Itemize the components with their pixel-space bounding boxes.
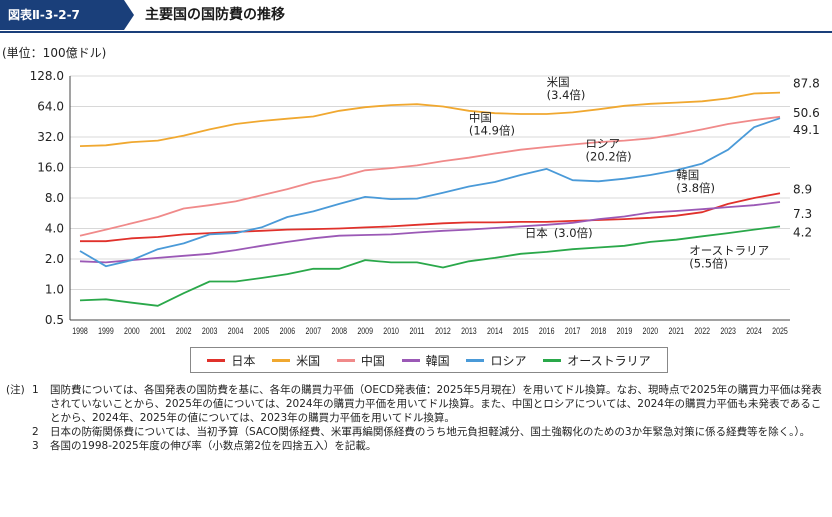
y-tick-label: 8.0: [45, 191, 64, 205]
figure-title: 主要国の国防費の推移: [145, 7, 285, 23]
annotation-name-japan: 日本: [525, 226, 548, 240]
y-tick-label: 32.0: [37, 130, 64, 144]
legend-item-australia: オーストラリア: [543, 352, 651, 369]
y-tick-label: 1.0: [45, 283, 64, 297]
annotation-ratio-australia: (5.5倍): [689, 256, 728, 270]
footnote-number: 2: [32, 426, 39, 438]
legend-item-china: 中国: [336, 352, 385, 369]
x-tick-label: 2007: [306, 326, 322, 336]
footnote-2: 2 日本の防衛関係費については、当初予算（SACO関係経費、米軍再編関係経費のう…: [6, 425, 828, 439]
end-value-label-china: 50.6: [793, 106, 820, 120]
footnote-label: (注): [6, 384, 25, 396]
legend-item-korea: 韓国: [401, 352, 450, 369]
annotation-name-korea: 韓国: [676, 168, 699, 182]
end-value-label-australia: 4.2: [793, 225, 812, 239]
end-value-label-korea: 7.3: [793, 207, 812, 221]
chart-legend: 日本 米国 中国 韓国 ロシア オーストラリア: [190, 347, 668, 373]
footnote-3: 3 各国の1998-2025年度の伸び率（小数点第2位を四捨五入）を記載。: [6, 439, 828, 453]
header-rule: [0, 31, 832, 33]
x-tick-label: 2014: [487, 326, 503, 336]
annotation-ratio-korea: (3.8倍): [676, 181, 715, 195]
annotation-ratio-us: (3.4倍): [547, 88, 586, 102]
series-line-korea: [79, 201, 781, 264]
footnote-number: 1: [32, 384, 39, 396]
line-chart: 128.0 64.0 32.0 16.0 8.0 4.0 2.0 1.0 0.5 1998 1999…: [30, 69, 820, 336]
x-tick-label: 2018: [591, 326, 607, 336]
x-tick-label: 2001: [150, 326, 166, 336]
x-tick-label: 1998: [72, 326, 88, 336]
x-tick-label: 2021: [668, 326, 684, 336]
x-tick-label: 2013: [461, 326, 477, 336]
series-line-japan: [80, 192, 781, 243]
x-tick-label: 2019: [617, 326, 633, 336]
annotation-name-us: 米国: [547, 75, 570, 89]
badge-arrow-shape: [124, 0, 134, 30]
annotation-ratio-japan: (3.0倍): [554, 226, 593, 240]
x-tick-label: 2003: [202, 326, 218, 336]
legend-swatch-japan: [207, 358, 226, 362]
x-tick-label: 2022: [694, 326, 710, 336]
x-tick-label: 2010: [383, 326, 399, 336]
footnote-text: 各国の1998-2025年度の伸び率（小数点第2位を四捨五入）を記載。: [50, 440, 377, 452]
x-tick-label: 2009: [357, 326, 373, 336]
legend-swatch-russia: [466, 358, 485, 362]
figure-header: 図表Ⅱ-3-2-7 主要国の国防費の推移: [0, 0, 832, 40]
footnote-text: 日本の防衛関係費については、当初予算（SACO関係経費、米軍再編関係経費のうち地…: [50, 426, 811, 438]
legend-item-japan: 日本: [207, 352, 255, 369]
legend-label-us: 米国: [296, 353, 321, 368]
footnotes: (注) 1 国防費については、各国発表の国防費を基に、各年の購買力平価（OECD…: [6, 383, 828, 453]
figure-badge: 図表Ⅱ-3-2-7: [0, 0, 124, 30]
x-tick-label: 2015: [513, 326, 529, 336]
legend-swatch-us: [272, 358, 291, 362]
legend-swatch-china: [336, 358, 355, 362]
series-line-russia: [79, 117, 781, 268]
x-tick-label: 2000: [124, 326, 140, 336]
end-value-label-us: 87.8: [793, 77, 820, 91]
x-tick-label: 2025: [772, 326, 788, 336]
legend-item-russia: ロシア: [466, 352, 526, 369]
annotation-name-australia: オーストラリア: [689, 243, 769, 257]
legend-label-russia: ロシア: [490, 353, 527, 368]
footnote-text: 国防費については、各国発表の国防費を基に、各年の購買力平価（OECD発表値：20…: [50, 384, 822, 424]
annotation-ratio-russia: (20.2倍): [586, 149, 632, 163]
legend-label-china: 中国: [360, 353, 385, 368]
y-tick-label: 0.5: [45, 313, 64, 327]
end-value-label-russia: 49.1: [793, 123, 820, 137]
y-tick-label: 128.0: [30, 69, 64, 83]
x-tick-label: 2006: [280, 326, 296, 336]
annotation-name-china: 中国: [469, 111, 492, 125]
x-tick-label: 2024: [746, 326, 762, 336]
x-tick-label: 2020: [643, 326, 659, 336]
legend-item-us: 米国: [272, 352, 320, 369]
footnote-number: 3: [32, 440, 39, 452]
legend-swatch-korea: [401, 358, 420, 362]
x-tick-label: 2012: [435, 326, 451, 336]
x-tick-label: 2016: [539, 326, 555, 336]
x-tick-label: 2005: [254, 326, 270, 336]
y-tick-label: 16.0: [37, 161, 64, 175]
x-tick-label: 2008: [331, 326, 347, 336]
footnote-1: (注) 1 国防費については、各国発表の国防費を基に、各年の購買力平価（OECD…: [6, 383, 828, 425]
x-tick-label: 1999: [98, 326, 114, 336]
y-axis-unit-label: (単位：100億ドル): [2, 46, 107, 60]
annotation-ratio-china: (14.9倍): [469, 124, 515, 138]
x-tick-label: 2002: [176, 326, 192, 336]
y-tick-label: 64.0: [37, 100, 64, 114]
series-line-us: [79, 91, 781, 147]
end-value-label-japan: 8.9: [793, 182, 812, 196]
x-tick-label: 2017: [565, 326, 581, 336]
x-tick-label: 2023: [720, 326, 736, 336]
series-line-australia: [79, 225, 781, 307]
legend-label-japan: 日本: [231, 353, 256, 368]
legend-label-australia: オーストラリア: [567, 353, 651, 368]
legend-swatch-australia: [543, 358, 562, 362]
legend-label-korea: 韓国: [425, 353, 450, 368]
annotation-name-russia: ロシア: [586, 136, 621, 150]
series-line-china: [79, 115, 781, 237]
y-tick-label: 4.0: [45, 222, 64, 236]
x-tick-label: 2011: [409, 326, 425, 336]
x-tick-label: 2004: [228, 326, 244, 336]
y-tick-label: 2.0: [45, 252, 64, 266]
